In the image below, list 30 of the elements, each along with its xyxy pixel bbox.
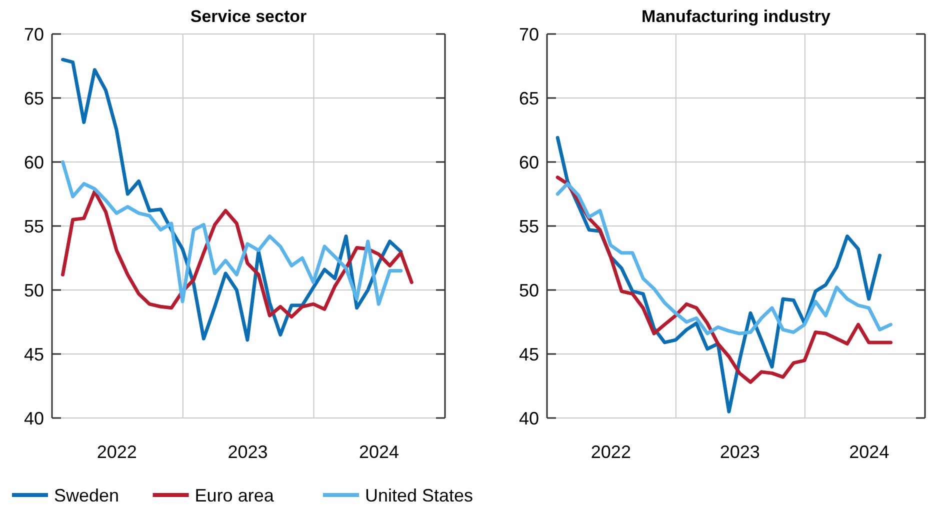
x-tick-label: 2023: [228, 442, 268, 462]
y-tick-label: 65: [518, 88, 539, 108]
y-tick-label: 70: [24, 24, 44, 44]
y-tick-label: 60: [518, 152, 539, 172]
y-tick-label: 50: [24, 280, 44, 300]
y-tick-label: 50: [518, 280, 539, 300]
y-tick-label: 45: [518, 344, 539, 364]
legend-label: Sweden: [54, 485, 120, 506]
y-tick-label: 45: [24, 344, 44, 364]
x-tick-label: 2023: [720, 442, 760, 462]
line-series: [556, 182, 892, 336]
line-series: [556, 176, 892, 384]
legend-label: United States: [365, 485, 474, 506]
y-tick-label: 70: [518, 24, 539, 44]
x-tick-label: 2022: [590, 442, 631, 462]
x-tick-label: 2024: [849, 442, 890, 462]
chart-title: Service sector: [190, 7, 308, 26]
y-tick-label: 55: [518, 216, 539, 236]
y-tick-label: 65: [24, 88, 44, 108]
x-tick-label: 2022: [96, 442, 137, 462]
y-tick-label: 40: [24, 408, 44, 428]
line-series: [61, 190, 414, 319]
line-series: [61, 58, 403, 342]
y-tick-label: 60: [24, 152, 44, 172]
chart-title: Manufacturing industry: [642, 7, 831, 26]
line-series: [61, 160, 403, 306]
y-tick-label: 55: [24, 216, 44, 236]
legend-label: Euro area: [194, 485, 275, 506]
y-tick-label: 40: [518, 408, 539, 428]
x-tick-label: 2024: [359, 442, 400, 462]
